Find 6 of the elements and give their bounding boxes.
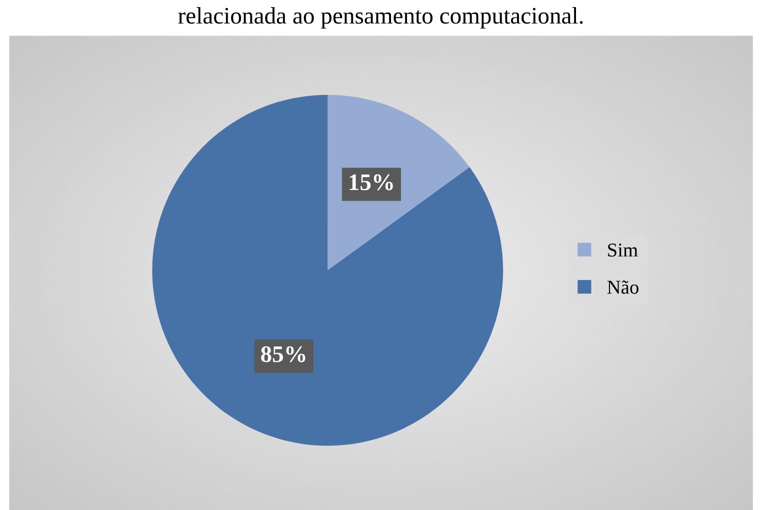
data-label: 15% xyxy=(350,174,393,190)
legend-label: Não xyxy=(607,280,638,294)
chart-title: relacionada ao pensamento computacional. xyxy=(178,7,583,29)
legend-label: Sim xyxy=(608,244,638,257)
data-label: 85% xyxy=(261,346,306,362)
pie-slice xyxy=(152,94,504,446)
